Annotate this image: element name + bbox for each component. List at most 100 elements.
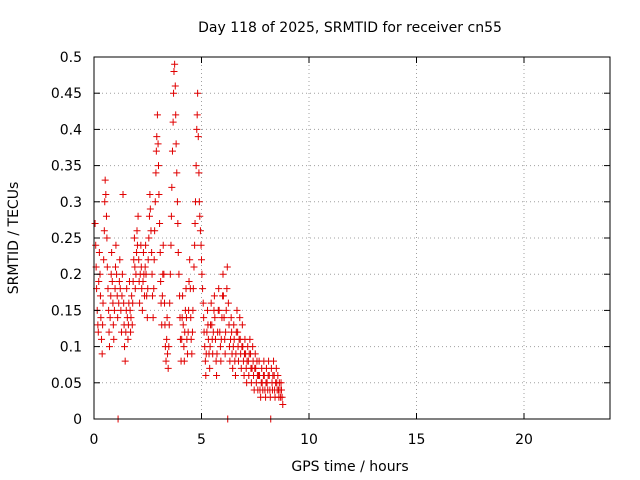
data-point [270, 357, 278, 365]
data-point [174, 248, 182, 256]
data-point [186, 256, 194, 264]
data-point [101, 198, 109, 206]
x-tick-label: 5 [197, 432, 206, 448]
data-point [169, 118, 177, 126]
data-point [133, 248, 141, 256]
data-point [203, 328, 211, 336]
data-point [210, 292, 218, 300]
data-point [171, 60, 179, 68]
y-tick-label: 0.25 [51, 231, 82, 247]
data-point [135, 256, 143, 264]
data-point [168, 147, 176, 155]
data-point [155, 191, 163, 199]
data-point [102, 212, 110, 220]
y-tick-label: 0 [73, 412, 82, 428]
data-point [103, 263, 111, 271]
y-tick-label: 0.45 [51, 86, 82, 102]
data-point [151, 198, 159, 206]
data-point [148, 292, 156, 300]
data-point [116, 285, 124, 293]
data-point [114, 314, 122, 322]
data-point [134, 212, 142, 220]
data-point [277, 386, 285, 394]
data-point [215, 285, 223, 293]
data-point [166, 299, 174, 307]
data-point [167, 212, 175, 220]
data-point [223, 285, 231, 293]
data-point [213, 372, 221, 380]
data-point [167, 241, 175, 249]
data-point [216, 343, 224, 351]
y-tick-label: 0.05 [51, 376, 82, 392]
data-point [98, 335, 106, 343]
data-point [165, 343, 173, 351]
data-point [166, 270, 174, 278]
y-tick-label: 0.3 [60, 195, 82, 211]
data-point [121, 343, 129, 351]
data-point [106, 314, 114, 322]
data-point [194, 89, 202, 97]
data-point [150, 256, 158, 264]
data-point [196, 212, 204, 220]
data-point [150, 285, 158, 293]
data-point [108, 277, 116, 285]
data-point [130, 234, 138, 242]
y-tick-label: 0.5 [60, 50, 82, 66]
data-point [158, 292, 166, 300]
data-point [97, 314, 105, 322]
data-point [133, 227, 141, 235]
data-point [173, 198, 181, 206]
data-point [146, 191, 154, 199]
data-point [234, 328, 242, 336]
data-point [172, 140, 180, 148]
data-point [201, 357, 209, 365]
data-point [95, 277, 103, 285]
data-point [194, 133, 202, 141]
data-point [115, 277, 123, 285]
data-point [109, 321, 117, 329]
data-point [129, 299, 137, 307]
data-point [159, 241, 167, 249]
data-point [193, 111, 201, 119]
data-point [179, 321, 187, 329]
data-point [108, 248, 116, 256]
data-point [207, 299, 215, 307]
data-point [127, 314, 135, 322]
chart-title: Day 118 of 2025, SRMTID for receiver cn5… [198, 20, 502, 36]
data-point [233, 306, 241, 314]
data-point [142, 270, 150, 278]
data-point [99, 321, 107, 329]
data-point [229, 364, 237, 372]
data-point [160, 270, 168, 278]
x-tick-label: 0 [90, 432, 99, 448]
data-point [145, 234, 153, 242]
data-point [217, 357, 225, 365]
data-point [227, 314, 235, 322]
data-point [249, 343, 257, 351]
grid-layer [94, 57, 610, 419]
data-point [191, 220, 199, 228]
data-point [192, 162, 200, 170]
data-point [202, 372, 210, 380]
data-point [195, 169, 203, 177]
data-point [215, 306, 223, 314]
data-point [274, 372, 282, 380]
data-point [129, 277, 137, 285]
data-point [223, 263, 231, 271]
data-point [185, 277, 193, 285]
data-point [190, 263, 198, 271]
data-point [199, 299, 207, 307]
data-point [168, 183, 176, 191]
data-point [156, 220, 164, 228]
data-point [101, 176, 109, 184]
data-point [139, 277, 147, 285]
data-point [136, 299, 144, 307]
data-point [119, 191, 127, 199]
data-point [198, 270, 206, 278]
data-point [116, 256, 124, 264]
data-point [107, 292, 115, 300]
data-point [100, 227, 108, 235]
data-point [222, 328, 230, 336]
data-point [189, 285, 197, 293]
